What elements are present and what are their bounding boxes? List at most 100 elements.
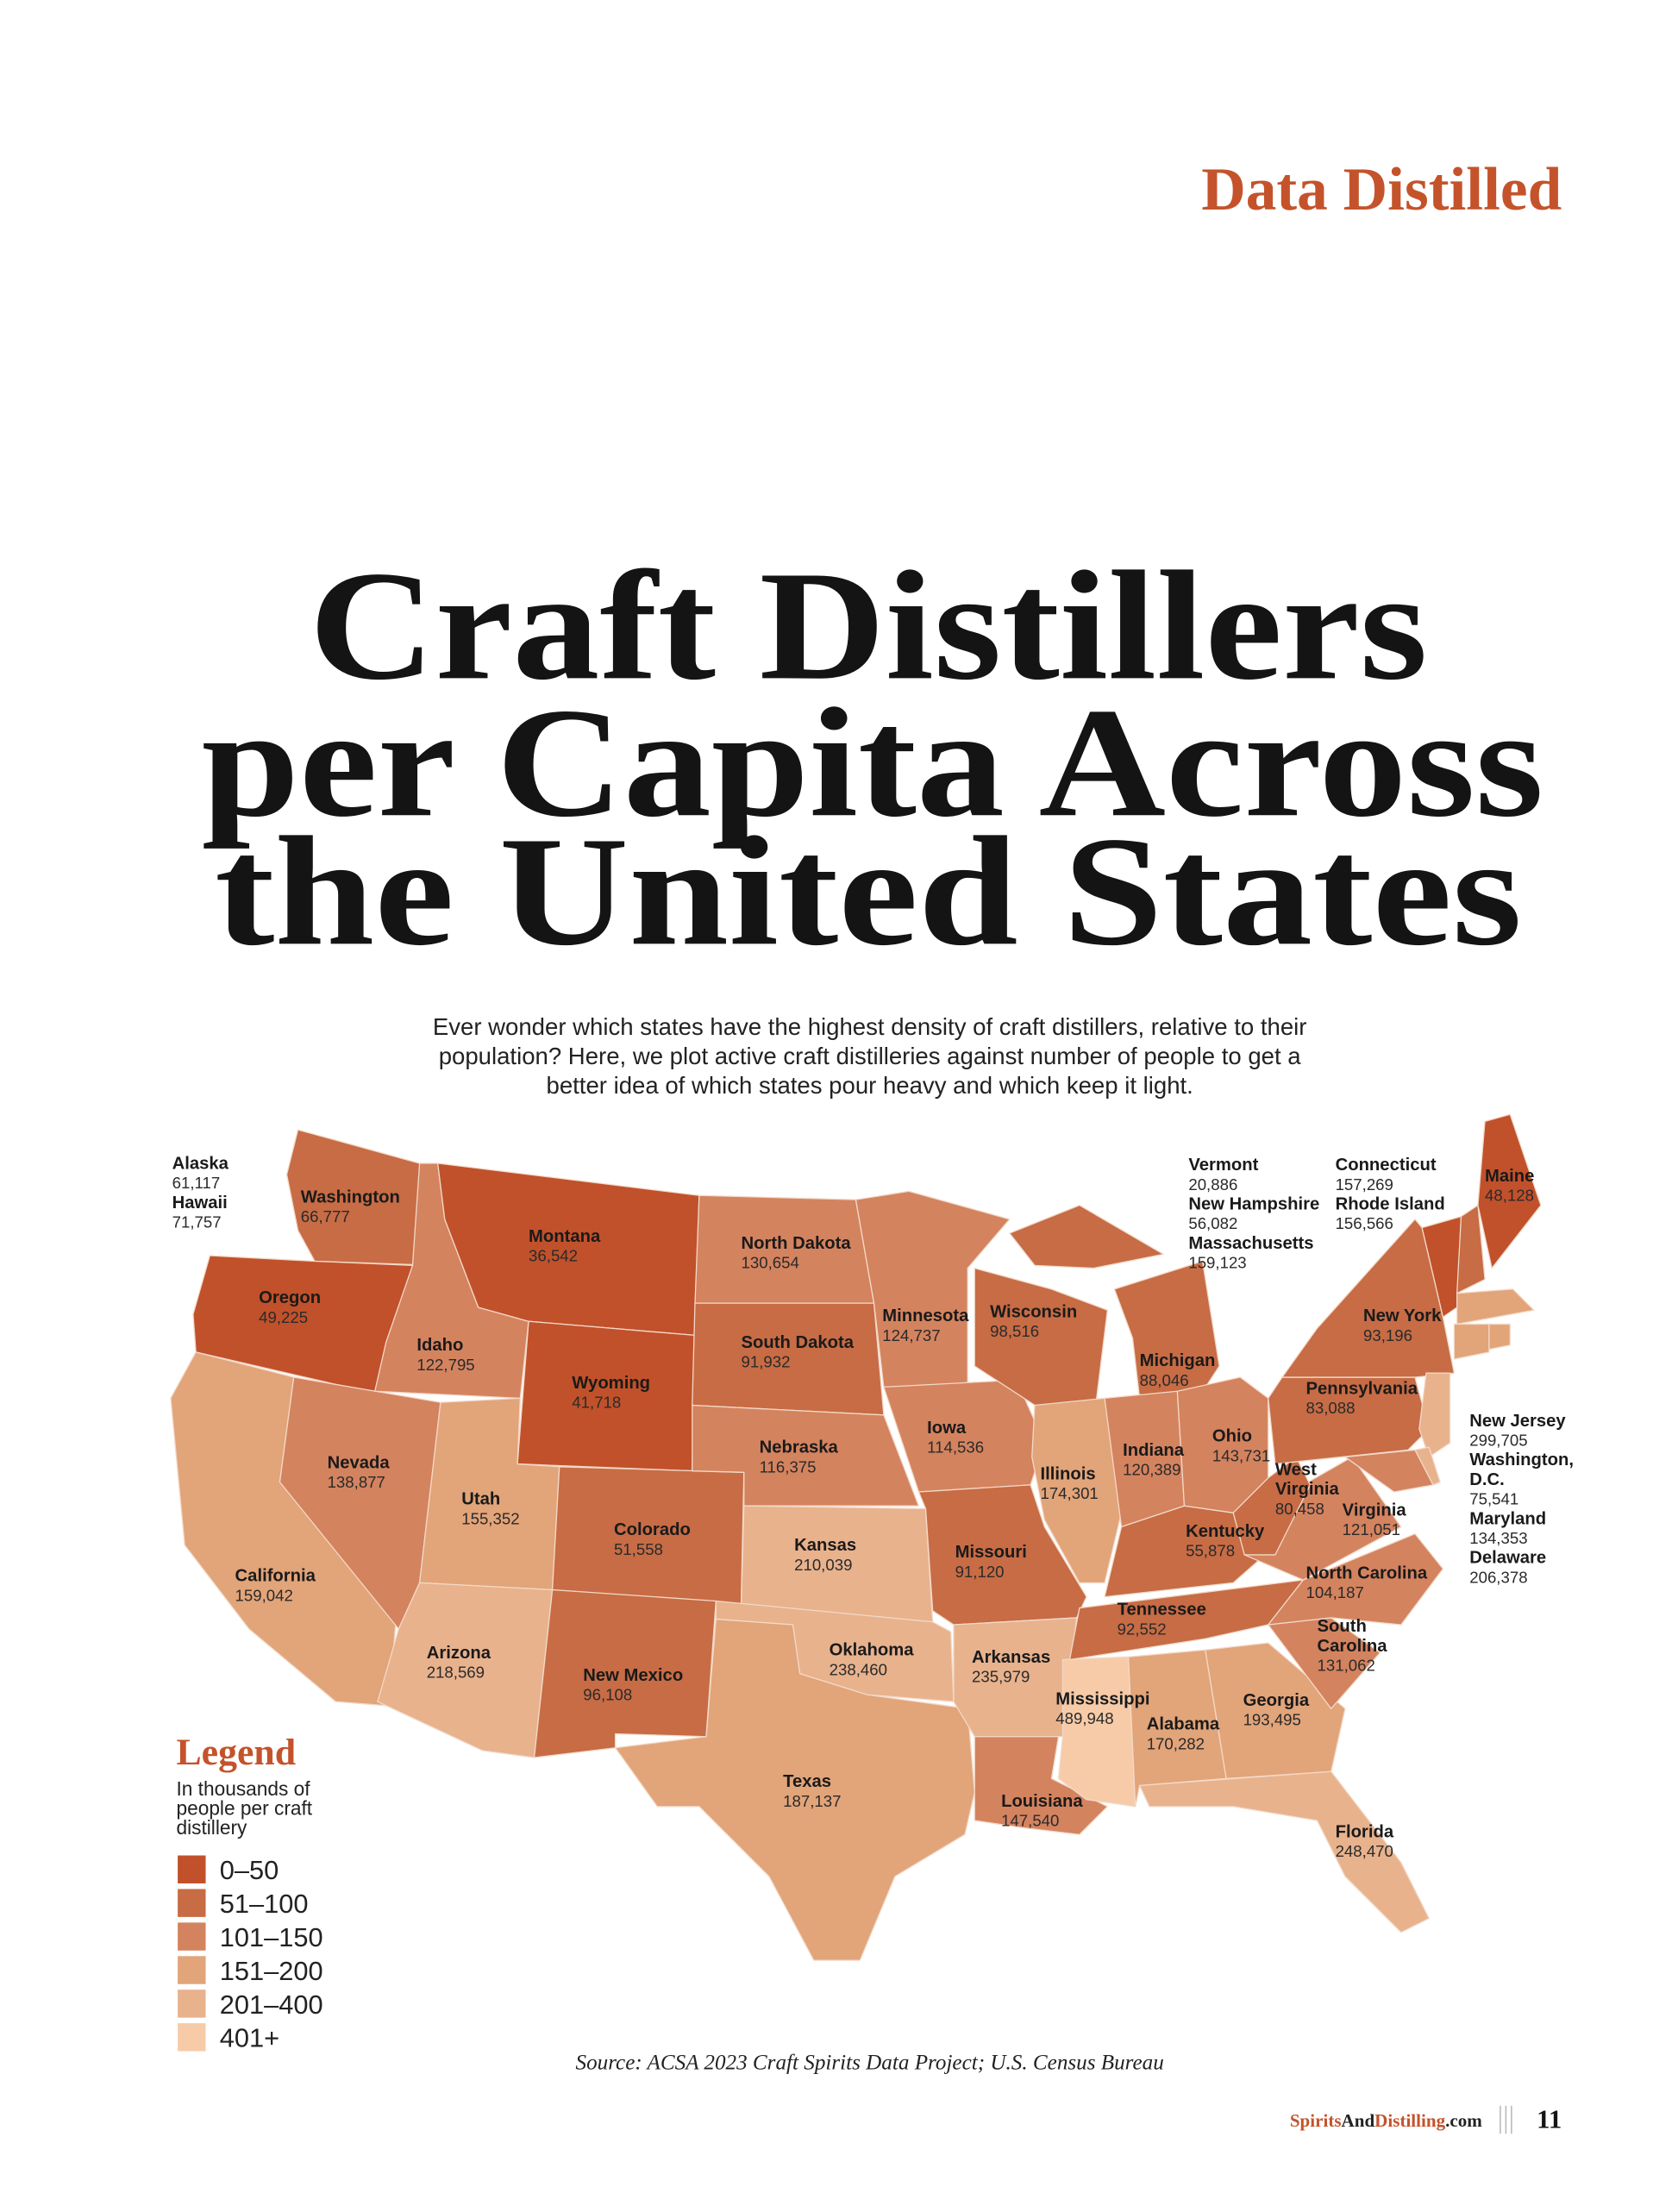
footer: SpiritsAndDistilling.com 11 <box>1290 2105 1562 2134</box>
state-name: Maryland <box>1469 1509 1546 1528</box>
state-value: 235,979 <box>972 1668 1030 1686</box>
state-minnesota[interactable] <box>855 1190 1011 1388</box>
state-name: Hawaii <box>172 1194 228 1213</box>
legend-label: 401+ <box>220 2023 279 2053</box>
state-delaware[interactable] <box>1414 1446 1441 1486</box>
intro-text: Ever wonder which states have the highes… <box>433 1013 1307 1099</box>
state-name: Indiana <box>1123 1441 1185 1460</box>
state-texas[interactable] <box>614 1618 975 1961</box>
state-name: Kentucky <box>1186 1522 1265 1541</box>
state-rhode-island[interactable] <box>1488 1323 1511 1350</box>
state-value: 55,878 <box>1186 1542 1235 1560</box>
state-value: 20,886 <box>1188 1175 1237 1194</box>
state-maine[interactable] <box>1477 1113 1542 1269</box>
state-value: 91,120 <box>955 1563 1005 1581</box>
state-georgia[interactable] <box>1205 1642 1346 1780</box>
state-value: 75,541 <box>1469 1490 1518 1508</box>
state-new-hampshire[interactable] <box>1456 1204 1486 1294</box>
state-name: Alaska <box>172 1154 229 1173</box>
state-value: 174,301 <box>1040 1484 1098 1502</box>
state-mississippi[interactable] <box>1057 1656 1136 1808</box>
state-name: Arizona <box>427 1644 492 1663</box>
state-michigan-upper-peninsula[interactable] <box>1009 1204 1164 1269</box>
legend-swatch- <box>178 1956 206 1984</box>
state-name: Iowa <box>927 1419 967 1438</box>
title-line-3: the United States <box>215 805 1522 978</box>
state-name: Connecticut <box>1336 1156 1437 1175</box>
state-name: Washington <box>301 1187 400 1206</box>
state-value: 51,558 <box>614 1540 663 1558</box>
state-tennessee[interactable] <box>1068 1579 1304 1661</box>
state-name: Ohio <box>1212 1427 1252 1446</box>
state-value: 248,470 <box>1336 1842 1393 1860</box>
state-name: Massachusetts <box>1188 1234 1313 1253</box>
state-name: North Carolina <box>1306 1564 1428 1583</box>
state-name: Texas <box>783 1772 831 1791</box>
state-value: 157,269 <box>1336 1175 1393 1194</box>
state-name: Tennessee <box>1118 1601 1206 1620</box>
site-link[interactable]: SpiritsAndDistilling.com <box>1290 2110 1482 2131</box>
state-value: 36,542 <box>529 1246 578 1264</box>
state-value: 56,082 <box>1188 1214 1237 1232</box>
state-name: Rhode Island <box>1336 1194 1445 1213</box>
state-value: 170,282 <box>1147 1734 1205 1752</box>
state-name: New Hampshire <box>1188 1194 1319 1213</box>
state-name: Montana <box>529 1227 601 1246</box>
legend-subtitle-3: distillery <box>176 1816 247 1839</box>
state-value: 143,731 <box>1212 1446 1270 1464</box>
state-value: 116,375 <box>760 1457 817 1476</box>
legend-label: 151–200 <box>220 1956 323 1986</box>
state-name: Nebraska <box>760 1438 839 1457</box>
state-connecticut[interactable] <box>1453 1323 1490 1360</box>
state-value: 91,932 <box>742 1353 791 1371</box>
state-value: 114,536 <box>927 1438 984 1457</box>
state-value: 187,137 <box>783 1792 841 1810</box>
site-part-3: Distilling <box>1374 2110 1445 2131</box>
state-value: 210,039 <box>794 1556 852 1574</box>
state-name: North Dakota <box>742 1234 852 1253</box>
us-map <box>170 1113 1542 1961</box>
state-name: Oregon <box>259 1288 321 1307</box>
state-name: Washington, D.C. <box>1469 1451 1574 1489</box>
legend-subtitle-2: people per craft <box>176 1797 312 1820</box>
state-value: 49,225 <box>259 1308 308 1326</box>
state-value: 121,051 <box>1343 1520 1400 1538</box>
state-name: Florida <box>1336 1822 1394 1841</box>
state-value: 83,088 <box>1306 1399 1356 1417</box>
state-name: Wyoming <box>572 1374 650 1393</box>
state-name: New Jersey <box>1469 1412 1566 1431</box>
state-name: Vermont <box>1188 1156 1258 1175</box>
state-value: 104,187 <box>1306 1583 1364 1601</box>
state-value: 193,495 <box>1243 1711 1301 1729</box>
state-value: 120,389 <box>1123 1461 1180 1479</box>
state-florida[interactable] <box>1138 1770 1430 1933</box>
site-part-1: Spirits <box>1290 2110 1342 2131</box>
state-name: New Mexico <box>583 1666 683 1685</box>
state-louisiana[interactable] <box>974 1736 1108 1835</box>
state-name: Minnesota <box>882 1307 969 1325</box>
state-massachusetts[interactable] <box>1456 1288 1535 1325</box>
state-west-virginia[interactable] <box>1232 1456 1312 1556</box>
state-new-jersey[interactable] <box>1418 1372 1451 1458</box>
